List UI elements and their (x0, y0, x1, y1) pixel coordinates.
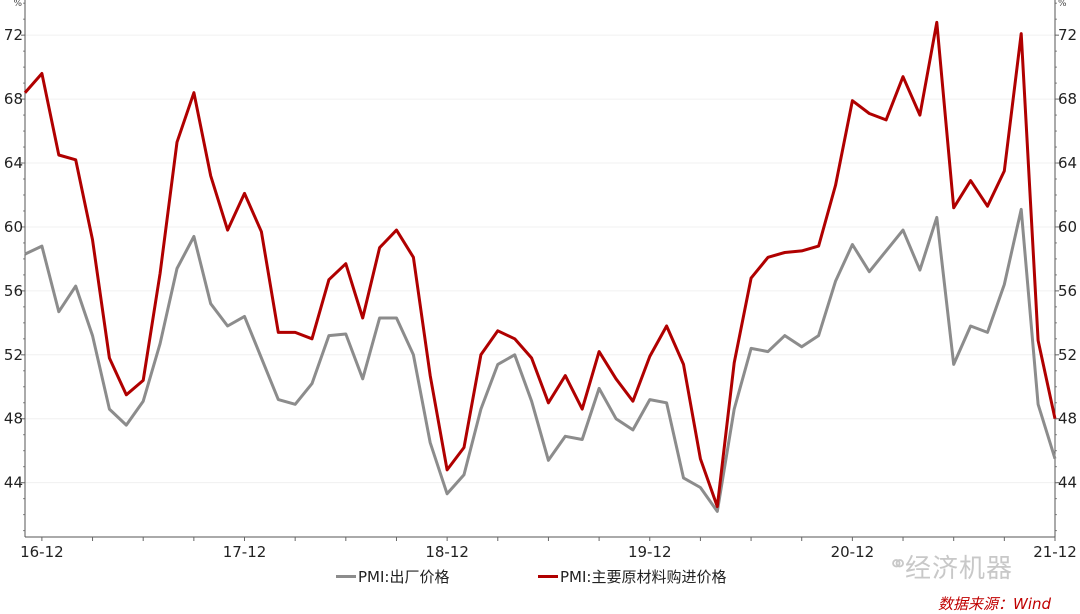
y-tick-label-left: 48 (4, 410, 23, 428)
x-tick-label: 17-12 (223, 543, 267, 561)
y-tick-label-right: 64 (1058, 154, 1077, 172)
y-tick-label-right: 68 (1058, 90, 1077, 108)
y-tick-label-left: 68 (4, 90, 23, 108)
y-tick-label-left: 64 (4, 154, 23, 172)
x-tick-label: 21-12 (1033, 543, 1077, 561)
x-tick-label: 20-12 (831, 543, 875, 561)
y-tick-label-left: 60 (4, 218, 23, 236)
y-tick-label-left: 72 (4, 26, 23, 44)
y-tick-label-right: 52 (1058, 346, 1077, 364)
y-tick-label-right: 72 (1058, 26, 1077, 44)
legend-item-ex-factory-price: PMI:出厂价格 (336, 566, 449, 587)
legend-label: PMI:出厂价格 (358, 566, 449, 587)
x-tick-label: 18-12 (425, 543, 469, 561)
legend-item-raw-material-price: PMI:主要原材料购进价格 (538, 566, 726, 587)
y-tick-label-right: 44 (1058, 474, 1077, 492)
x-tick-label: 16-12 (20, 543, 64, 561)
y-tick-label-left: 52 (4, 346, 23, 364)
y-tick-label-left: 44 (4, 474, 23, 492)
y-unit-left: % (13, 0, 22, 9)
y-unit-right: % (1058, 0, 1067, 9)
watermark: 经济机器 (905, 548, 1013, 585)
legend-swatch-red (538, 575, 558, 578)
legend-label: PMI:主要原材料购进价格 (560, 566, 726, 587)
data-source: 数据来源：Wind (938, 593, 1051, 614)
y-tick-label-left: 56 (4, 282, 23, 300)
y-tick-label-right: 60 (1058, 218, 1077, 236)
legend-swatch-gray (336, 575, 356, 578)
y-tick-label-right: 48 (1058, 410, 1077, 428)
x-tick-label: 19-12 (628, 543, 672, 561)
series-line-0 (25, 209, 1055, 511)
y-tick-label-right: 56 (1058, 282, 1077, 300)
